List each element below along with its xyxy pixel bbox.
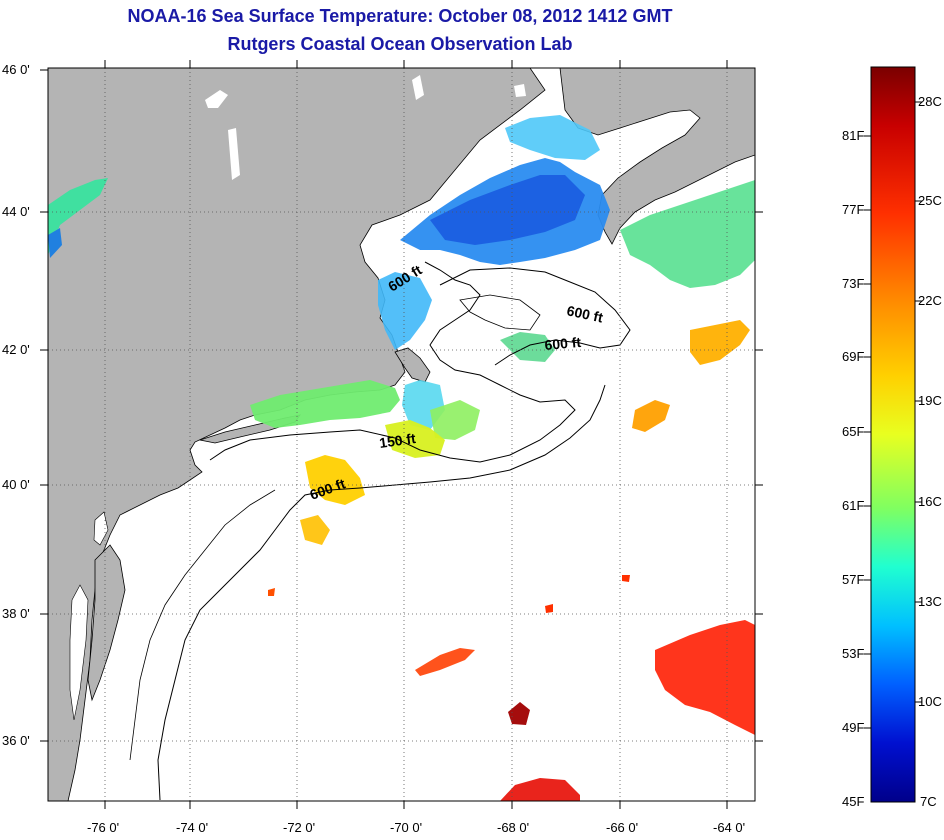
colorbar-label-f: 65F bbox=[842, 424, 864, 439]
longitude-label: -72 0' bbox=[283, 820, 315, 835]
lake bbox=[514, 84, 526, 97]
longitude-label: -74 0' bbox=[176, 820, 208, 835]
contour-label: 600 ft bbox=[565, 302, 604, 325]
longitude-label: -70 0' bbox=[390, 820, 422, 835]
contour-150ft bbox=[209, 261, 576, 463]
lake bbox=[228, 128, 240, 180]
lake bbox=[412, 75, 424, 100]
colorbar-ticks bbox=[864, 101, 922, 729]
latitude-label: 38 0' bbox=[2, 606, 30, 621]
longitude-label: -66 0' bbox=[606, 820, 638, 835]
sst-lake-ontario bbox=[48, 178, 108, 255]
latitude-label: 42 0' bbox=[2, 342, 30, 357]
sst-warm-eddy bbox=[508, 702, 530, 725]
colorbar-label-f: 57F bbox=[842, 572, 864, 587]
sst-slope-warm-1 bbox=[632, 400, 670, 432]
sst-georges-bank bbox=[500, 332, 555, 362]
colorbar-label-f: 73F bbox=[842, 276, 864, 291]
lake bbox=[205, 90, 228, 108]
sst-spot bbox=[622, 575, 630, 582]
latitude-label: 46 0' bbox=[2, 62, 30, 77]
contour-600ft-coast bbox=[129, 489, 276, 761]
colorbar-label-c: 28C bbox=[918, 94, 942, 109]
colorbar-label-c: 25C bbox=[918, 193, 942, 208]
longitude-label: -68 0' bbox=[497, 820, 529, 835]
colorbar-label-f: 45F bbox=[842, 794, 864, 809]
latitude-label: 40 0' bbox=[2, 477, 30, 492]
colorbar-label-f: 81F bbox=[842, 128, 864, 143]
sst-spot bbox=[545, 604, 553, 613]
latitude-label: 44 0' bbox=[2, 204, 30, 219]
sst-scotian-shelf bbox=[620, 180, 755, 288]
contour-600ft bbox=[157, 384, 606, 801]
sst-filament bbox=[415, 648, 475, 676]
contour-label: 150 ft bbox=[378, 430, 417, 451]
colorbar-label-f: 77F bbox=[842, 202, 864, 217]
sst-spot bbox=[268, 588, 275, 596]
colorbar-label-c: 16C bbox=[918, 494, 942, 509]
colorbar-label-f: 69F bbox=[842, 349, 864, 364]
colorbar bbox=[870, 66, 916, 803]
sst-bay-of-fundy bbox=[505, 115, 600, 160]
colorbar-label-c: 22C bbox=[918, 293, 942, 308]
colorbar-label-f: 61F bbox=[842, 498, 864, 513]
sst-nantucket-shoals bbox=[385, 420, 445, 458]
longitude-label: -64 0' bbox=[713, 820, 745, 835]
sst-gulf-of-maine-core bbox=[430, 175, 585, 245]
sst-massachusetts-bay bbox=[378, 272, 432, 350]
sst-lake-ontario-edge bbox=[48, 228, 62, 258]
map-title: NOAA-16 Sea Surface Temperature: October… bbox=[127, 6, 673, 26]
delaware-bay bbox=[93, 511, 109, 546]
colorbar-label-c: 7C bbox=[920, 794, 937, 809]
sst-gulf-stream-east bbox=[655, 620, 755, 735]
chesapeake-bay bbox=[69, 584, 89, 721]
contour-600ft-gom bbox=[439, 267, 631, 366]
colorbar-label-f: 49F bbox=[842, 720, 864, 735]
colorbar-label-f: 53F bbox=[842, 646, 864, 661]
colorbar-label-c: 10C bbox=[918, 694, 942, 709]
latitude-label: 36 0' bbox=[2, 733, 30, 748]
sst-gulf-stream-south bbox=[500, 778, 580, 801]
map-subtitle: Rutgers Coastal Ocean Observation Lab bbox=[227, 34, 573, 54]
longitude-label: -76 0' bbox=[87, 820, 119, 835]
sst-shelf-green bbox=[430, 400, 480, 440]
map-frame bbox=[47, 67, 756, 802]
contour-600ft-inner bbox=[459, 294, 541, 331]
axis-ticks bbox=[40, 60, 763, 809]
sst-slope-yellow-2 bbox=[300, 515, 330, 545]
contour-label: 600 ft bbox=[544, 334, 582, 353]
colorbar-label-c: 13C bbox=[918, 594, 942, 609]
sst-southern-new-england bbox=[250, 380, 400, 428]
colorbar-label-c: 19C bbox=[918, 393, 942, 408]
sst-scotian-warm bbox=[690, 320, 750, 365]
